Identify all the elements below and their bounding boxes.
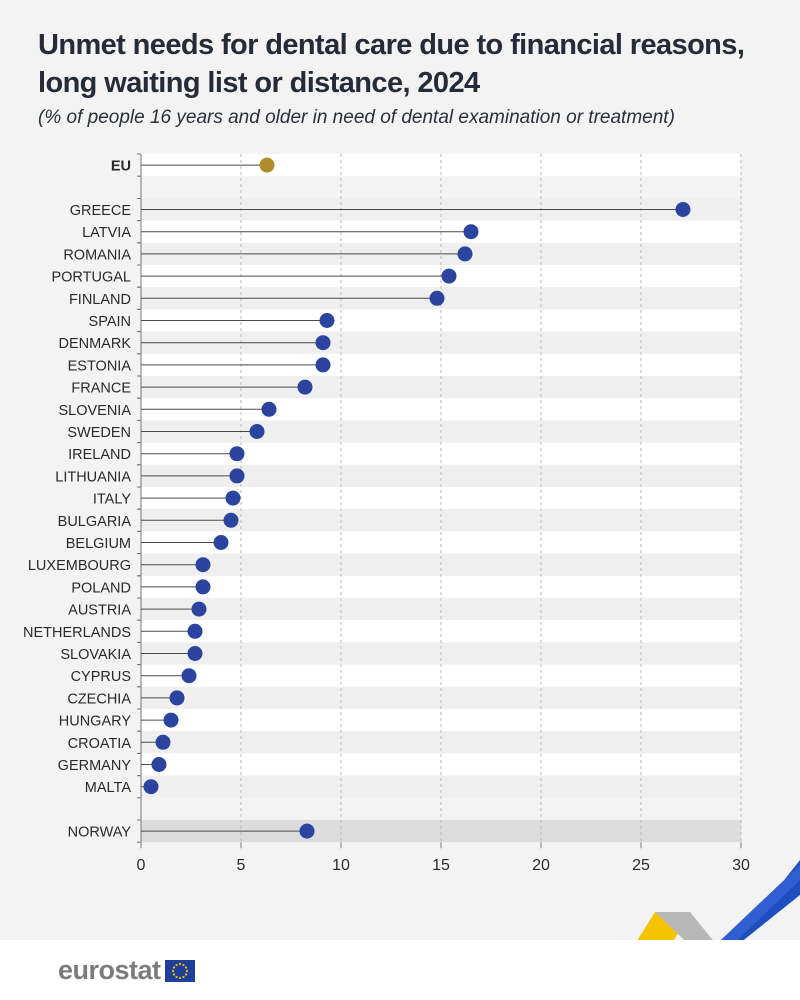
dot-latvia — [463, 224, 479, 240]
x-tick-label: 5 — [237, 857, 246, 874]
row-band — [141, 820, 741, 843]
category-label: FRANCE — [71, 381, 131, 397]
category-label: GERMANY — [58, 758, 132, 774]
dot-poland — [195, 579, 211, 595]
dot-croatia — [155, 734, 171, 750]
dot-sweden — [249, 424, 265, 439]
category-label: BELGIUM — [66, 536, 131, 552]
dot-germany — [151, 757, 167, 772]
chart-title-line-2: long waiting list or distance, 2024 — [38, 67, 480, 99]
category-label: LUXEMBOURG — [28, 558, 131, 574]
category-label: CYPRUS — [71, 669, 131, 685]
lollipop-chart: EU GREECE LATVIA ROMANIA PORTUGAL FINLAND SPAI… — [23, 153, 750, 874]
category-label: SLOVENIA — [58, 403, 131, 419]
category-label: GREECE — [70, 203, 132, 219]
dot-denmark — [315, 335, 331, 351]
row-band — [141, 154, 741, 177]
dot-hungary — [163, 712, 179, 728]
footer-band — [0, 940, 800, 1000]
dot-italy — [225, 490, 241, 506]
row-band — [141, 753, 741, 776]
category-label: PORTUGAL — [51, 270, 131, 286]
row-band — [141, 686, 741, 709]
row-band — [141, 620, 741, 643]
row-band — [141, 398, 741, 421]
dot-cyprus — [181, 668, 197, 684]
dot-austria — [191, 601, 207, 617]
dot-greece — [675, 202, 691, 217]
dot-luxembourg — [195, 557, 211, 573]
row-band — [141, 598, 741, 621]
dot-lithuania — [229, 468, 245, 484]
dot-eu — [259, 157, 275, 173]
category-label: FINLAND — [69, 292, 131, 308]
category-label: AUSTRIA — [68, 603, 131, 619]
category-label: LITHUANIA — [55, 469, 131, 485]
x-tick-label: 25 — [632, 857, 650, 874]
category-label: NORWAY — [68, 825, 132, 841]
category-label: SLOVAKIA — [60, 647, 131, 663]
category-label: LATVIA — [82, 225, 131, 241]
dot-bulgaria — [223, 512, 239, 528]
category-label: ITALY — [93, 492, 131, 508]
category-label: ESTONIA — [68, 358, 132, 374]
category-label: POLAND — [71, 580, 131, 596]
row-band — [141, 442, 741, 465]
dot-portugal — [441, 268, 457, 284]
dot-netherlands — [187, 623, 203, 639]
row-band — [141, 464, 741, 487]
category-label: ROMANIA — [63, 247, 131, 263]
dot-estonia — [315, 357, 331, 373]
category-label: MALTA — [85, 780, 132, 796]
dot-finland — [429, 290, 445, 306]
dot-slovakia — [187, 646, 203, 661]
row-band — [141, 376, 741, 399]
eu-flag-icon — [164, 959, 195, 982]
row-band — [141, 664, 741, 687]
category-label: HUNGARY — [59, 714, 132, 730]
x-tick-label: 0 — [137, 857, 146, 874]
dot-spain — [319, 313, 335, 328]
category-label: SPAIN — [89, 314, 131, 330]
x-tick-label: 10 — [332, 857, 350, 874]
x-tick-label: 15 — [432, 857, 450, 874]
chart-title: Unmet needs for dental care due to finan… — [38, 26, 758, 102]
chart-title-line-1: Unmet needs for dental care due to finan… — [38, 29, 745, 61]
eurostat-logo: eurostat — [58, 955, 195, 986]
dot-norway — [299, 823, 315, 839]
category-label: EU — [111, 159, 131, 175]
category-label: DENMARK — [58, 336, 131, 352]
chart-subtitle: (% of people 16 years and older in need … — [38, 107, 675, 128]
x-tick-label: 30 — [732, 857, 750, 874]
dot-slovenia — [261, 401, 277, 417]
category-label: CROATIA — [68, 736, 132, 752]
dot-czechia — [169, 690, 185, 706]
row-band — [141, 531, 741, 554]
x-tick-label: 20 — [532, 857, 550, 874]
dot-france — [297, 379, 313, 395]
row-band — [141, 309, 741, 332]
category-label: NETHERLANDS — [23, 625, 131, 641]
category-label: BULGARIA — [58, 514, 132, 530]
category-label: IRELAND — [68, 447, 131, 463]
dot-romania — [457, 246, 473, 262]
category-label: CZECHIA — [67, 691, 131, 707]
eurostat-wordmark: eurostat — [58, 955, 161, 985]
dot-ireland — [229, 446, 245, 462]
dot-malta — [143, 779, 159, 795]
category-label: SWEDEN — [67, 425, 131, 441]
dot-belgium — [213, 535, 229, 550]
